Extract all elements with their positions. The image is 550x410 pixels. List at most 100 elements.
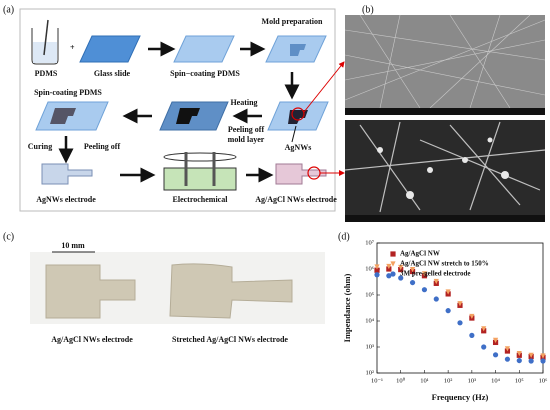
label: Peeling off bbox=[84, 142, 121, 151]
marker bbox=[386, 273, 392, 279]
marker bbox=[492, 352, 499, 358]
label: AgNWs bbox=[285, 143, 312, 152]
panel-label: (a) bbox=[3, 4, 14, 15]
label: Electrochemical bbox=[173, 195, 229, 204]
zoom-line bbox=[303, 61, 345, 113]
label: Curing bbox=[28, 142, 52, 151]
marker bbox=[374, 264, 380, 270]
cell bbox=[163, 167, 237, 191]
marker bbox=[457, 301, 463, 307]
panel-label: (d) bbox=[338, 231, 350, 242]
electrode-photo bbox=[45, 264, 136, 319]
marker bbox=[481, 326, 487, 332]
marker bbox=[528, 358, 534, 364]
pointer bbox=[291, 125, 297, 143]
electrode bbox=[275, 163, 327, 185]
marker bbox=[481, 344, 487, 350]
label: Spin-coating PDMS bbox=[34, 88, 102, 97]
label: AgNWs electrode bbox=[36, 195, 96, 204]
glass-slide bbox=[79, 35, 141, 63]
marker bbox=[409, 279, 416, 286]
y-tick-label: 10³ bbox=[366, 343, 375, 350]
marker bbox=[469, 332, 475, 338]
agnw-pattern bbox=[176, 108, 200, 124]
marker bbox=[433, 278, 439, 285]
label: Ag/AgCl NWs electrode bbox=[255, 195, 337, 204]
panel-label: (c) bbox=[3, 231, 14, 242]
marker bbox=[374, 267, 380, 273]
x-tick-label: 10⁻¹ bbox=[371, 377, 383, 384]
cell-rim bbox=[163, 152, 237, 162]
y-axis-title: Impendance (ohm) bbox=[342, 273, 352, 342]
marker bbox=[398, 275, 404, 281]
particles bbox=[377, 137, 509, 199]
marker bbox=[492, 337, 499, 343]
marker bbox=[516, 350, 522, 357]
marker bbox=[386, 263, 392, 270]
agnw-pattern bbox=[288, 110, 308, 124]
marker bbox=[504, 356, 511, 362]
y-tick-label: 10⁷ bbox=[365, 239, 374, 246]
panel-b bbox=[303, 14, 546, 222]
electrode bbox=[41, 163, 93, 185]
marker bbox=[540, 353, 546, 359]
label: Spin−coating PDMS bbox=[170, 69, 240, 78]
sem-info-bar bbox=[345, 215, 545, 222]
legend-label: Ag/AgCl NW stretch to 150% bbox=[400, 260, 489, 268]
x-tick-label: 10² bbox=[444, 377, 453, 384]
slide bbox=[173, 35, 235, 63]
plot-frame bbox=[376, 242, 544, 374]
scale-label: 10 mm bbox=[61, 241, 85, 250]
x-tick-label: 10⁴ bbox=[491, 377, 501, 384]
x-tick-label: 10⁶ bbox=[539, 377, 548, 384]
marker bbox=[516, 357, 522, 364]
marker bbox=[457, 320, 463, 326]
legend-label: 3M pre-gelled electrode bbox=[400, 270, 471, 278]
plus: + bbox=[70, 43, 75, 52]
panel-a: + Mold preparation PDMS Glass slide Spin… bbox=[19, 8, 337, 212]
y-tick-label: 10⁶ bbox=[365, 265, 374, 272]
marker bbox=[445, 289, 451, 295]
marker bbox=[421, 271, 428, 277]
label: Mold preparation bbox=[262, 17, 324, 26]
legend-label: Ag/AgCl NW bbox=[400, 250, 440, 258]
panel-c: 10 mm Ag/AgCl NWs electrode Stretched Ag… bbox=[30, 241, 325, 344]
agnw-pattern bbox=[50, 108, 76, 124]
marker bbox=[374, 272, 380, 278]
sem-image bbox=[345, 120, 545, 222]
x-axis-title: Frequency (Hz) bbox=[432, 392, 489, 402]
legend-marker bbox=[390, 261, 396, 267]
label: mold layer bbox=[228, 135, 265, 144]
x-tick-label: 10¹ bbox=[420, 377, 429, 384]
marker bbox=[398, 264, 404, 271]
sem-image bbox=[345, 15, 545, 115]
legend-marker bbox=[390, 251, 396, 257]
legend-marker bbox=[390, 271, 396, 277]
panel-label: (b) bbox=[362, 4, 374, 15]
nanowires bbox=[344, 14, 546, 109]
x-tick-label: 10⁰ bbox=[396, 376, 406, 384]
sem-info-bar bbox=[345, 108, 545, 115]
beaker bbox=[31, 28, 59, 65]
marker bbox=[421, 287, 428, 293]
caption: Ag/AgCl NWs electrode bbox=[51, 335, 133, 344]
panel-d: Frequency (Hz) Impendance (ohm) 10⁻¹ 10⁰ 1… bbox=[342, 239, 547, 401]
y-tick-label: 10⁴ bbox=[365, 317, 375, 324]
marker bbox=[445, 308, 451, 314]
label: Peeling off bbox=[228, 125, 265, 134]
y-tick-label: 10² bbox=[366, 369, 375, 376]
electrode-photo bbox=[169, 263, 293, 319]
marker bbox=[504, 346, 511, 352]
marker bbox=[409, 266, 416, 273]
caption: Stretched Ag/AgCl NWs electrode bbox=[172, 335, 288, 344]
label: Glass slide bbox=[94, 69, 131, 78]
label: PDMS bbox=[35, 69, 58, 78]
marker bbox=[528, 352, 534, 358]
x-tick-label: 10³ bbox=[468, 377, 477, 384]
y-tick-label: 10⁵ bbox=[365, 291, 374, 298]
marker bbox=[469, 313, 475, 320]
marker bbox=[540, 358, 546, 364]
rod bbox=[43, 19, 49, 56]
